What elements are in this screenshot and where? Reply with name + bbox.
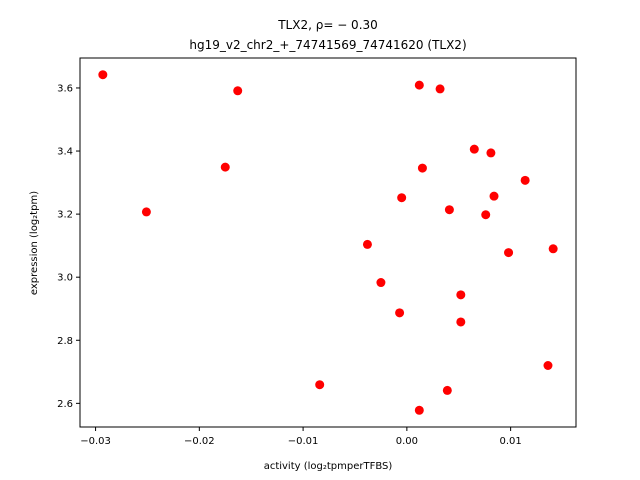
data-point-9	[414, 80, 424, 90]
y-tick-label: 3.2	[57, 210, 73, 221]
x-axis-ticks: −0.03 −0.02 −0.01 0.00 0.01	[80, 427, 522, 447]
x-tick-label: 0.01	[499, 436, 521, 447]
data-point-11	[414, 405, 424, 415]
data-point-21	[504, 248, 514, 258]
data-point-19	[486, 148, 496, 158]
data-point-8	[397, 193, 407, 203]
data-point-24	[548, 244, 558, 254]
x-tick-label: −0.03	[80, 436, 111, 447]
plot-frame	[79, 57, 577, 428]
data-point-0	[98, 70, 108, 80]
data-point-18	[481, 210, 491, 220]
data-point-5	[362, 239, 372, 249]
data-point-16	[456, 317, 466, 327]
y-tick-label: 3.0	[57, 273, 73, 284]
y-tick-label: 2.8	[57, 336, 73, 347]
data-point-6	[376, 278, 386, 288]
data-point-17	[469, 144, 479, 154]
y-axis-ticks: 2.6 2.8 3.0 3.2 3.4 3.6	[57, 83, 80, 410]
data-point-7	[395, 308, 405, 318]
chart-title-line-2: hg19_v2_chr2_+_74741569_74741620 (TLX2)	[189, 38, 466, 52]
data-point-10	[417, 163, 427, 173]
chart-title-line-1: TLX2, ρ= − 0.30	[277, 18, 378, 32]
y-axis-label: expression (log₂tpm)	[29, 191, 40, 295]
data-point-20	[489, 191, 499, 201]
data-point-14	[444, 205, 454, 215]
data-point-12	[435, 84, 445, 94]
x-tick-label: 0.00	[396, 436, 418, 447]
x-axis-label: activity (log₂tpmperTFBS)	[264, 461, 393, 472]
data-point-4	[315, 380, 325, 390]
data-point-15	[456, 290, 466, 300]
x-tick-label: −0.01	[288, 436, 319, 447]
data-point-1	[233, 86, 243, 96]
data-point-13	[442, 385, 452, 395]
y-tick-label: 3.4	[57, 147, 73, 158]
y-tick-label: 2.6	[57, 399, 73, 410]
data-point-3	[141, 207, 151, 217]
points-layer	[98, 70, 558, 415]
data-point-2	[220, 162, 230, 172]
data-point-22	[520, 175, 530, 185]
y-tick-label: 3.6	[57, 83, 73, 94]
x-tick-label: −0.02	[184, 436, 215, 447]
data-point-23	[543, 361, 553, 370]
